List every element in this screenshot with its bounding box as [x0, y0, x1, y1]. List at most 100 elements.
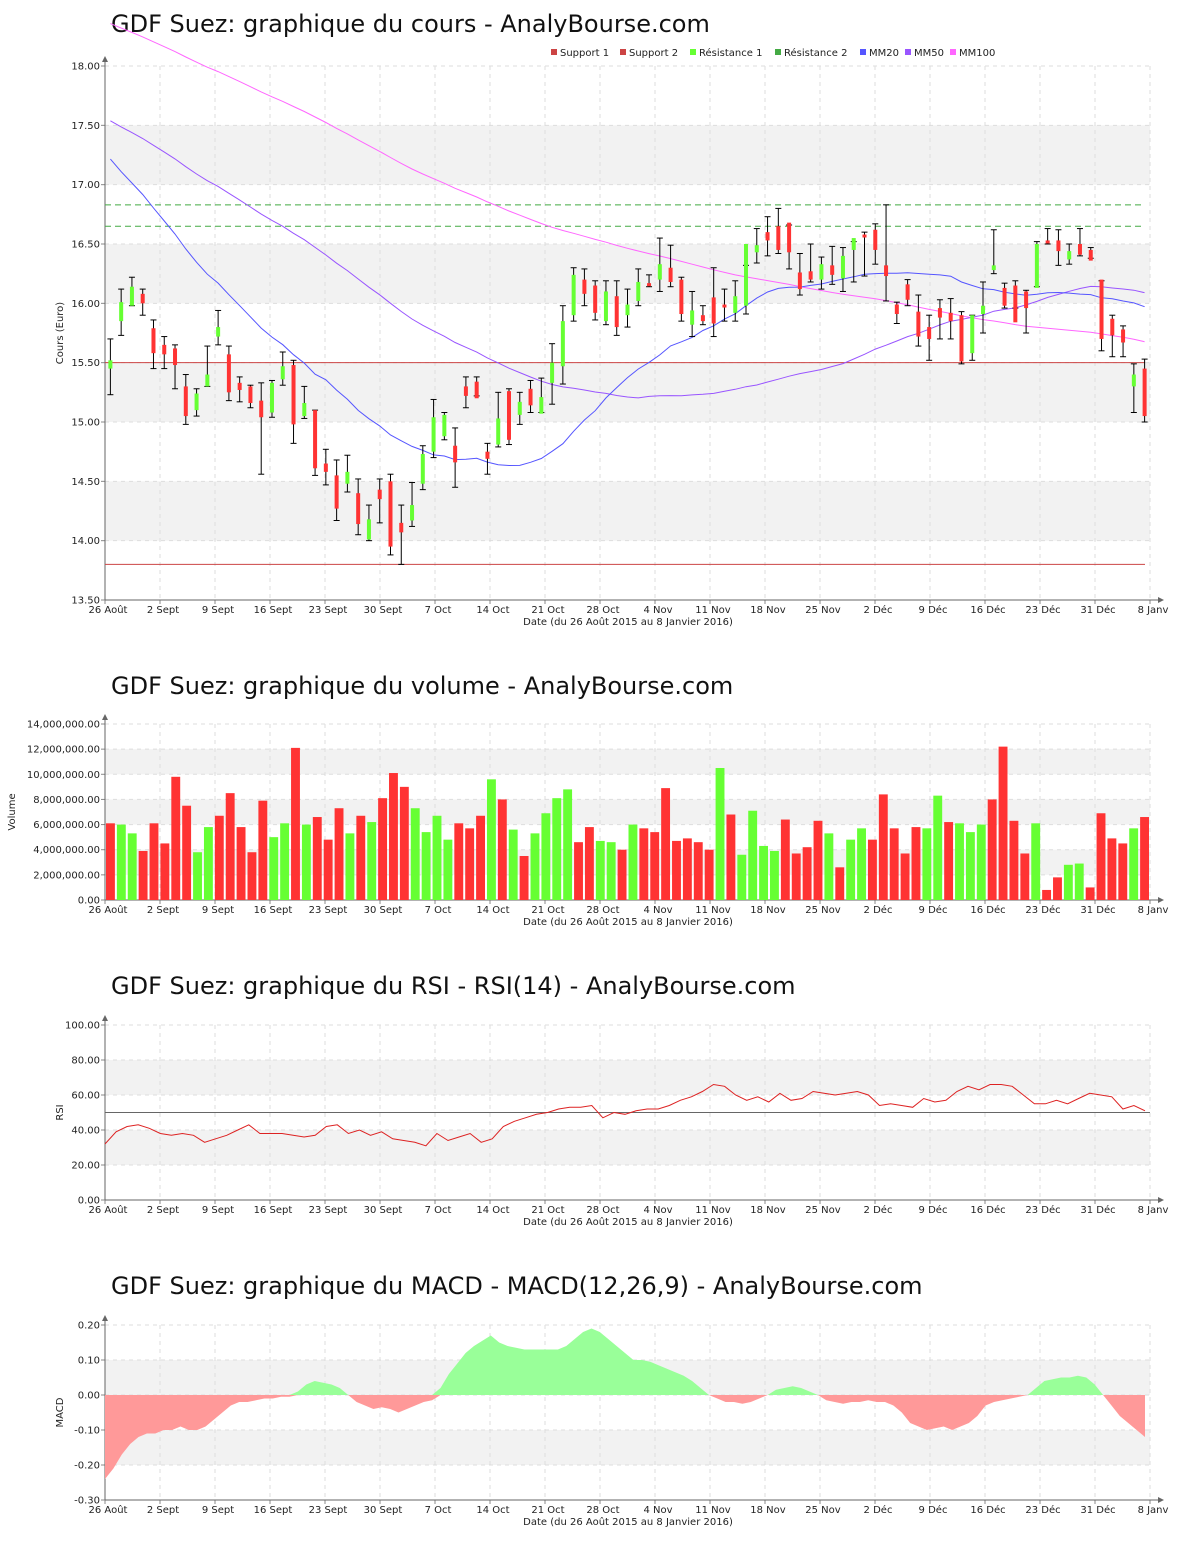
volume-bar	[291, 747, 300, 900]
candle-body	[830, 265, 835, 275]
rsi-xtick-label: 11 Nov	[695, 1205, 731, 1216]
candle-body	[657, 264, 662, 280]
price-ytick-label: 18.00	[71, 62, 100, 73]
candle-body	[399, 522, 404, 533]
candle	[516, 391, 523, 425]
macd-xtick-label: 23 Sept	[309, 1505, 348, 1516]
macd-chart-svg: -0.30 -0.20 -0.10 0.00 0.10 0.20 26 Août 2 Sept…	[55, 1315, 1169, 1528]
candle-body	[1045, 240, 1050, 244]
candle	[947, 298, 954, 340]
volume-chart-title: GDF Suez: graphique du volume - AnalyBou…	[111, 672, 734, 700]
candle-body	[183, 386, 188, 417]
candle-body	[625, 304, 630, 316]
macd-xtick-label: 16 Déc	[970, 1504, 1005, 1516]
volume-bar	[584, 827, 594, 900]
candle	[1001, 282, 1008, 309]
volume-xtick-label: 26 Août	[89, 904, 128, 916]
legend-swatch	[620, 49, 626, 55]
candle	[732, 280, 739, 322]
candle-body	[636, 281, 641, 301]
candle-body	[323, 463, 328, 472]
price-xtick-label: 7 Oct	[425, 605, 452, 616]
candle	[807, 243, 814, 283]
candle	[322, 448, 329, 486]
candle-body	[1013, 285, 1018, 323]
volume-xtick-label: 30 Sept	[364, 905, 403, 916]
volume-bar	[1009, 820, 1019, 900]
candle-body	[517, 401, 522, 415]
candle-body	[334, 475, 339, 509]
legend-label: Résistance 2	[784, 47, 847, 59]
candle	[139, 288, 146, 316]
volume-band	[105, 749, 1150, 775]
candle	[549, 343, 556, 405]
volume-bar	[650, 832, 660, 900]
candle-body	[377, 489, 382, 500]
candle-body	[797, 272, 802, 290]
candle	[182, 374, 189, 425]
rsi-ytick-label: 100.00	[65, 1021, 100, 1032]
volume-bar	[443, 839, 453, 900]
rsi-ytick-label: 20.00	[71, 1161, 100, 1172]
rsi-xtick-label: 2 Déc	[864, 1204, 893, 1216]
volume-bar	[530, 833, 540, 900]
candle	[581, 268, 588, 307]
candle	[495, 391, 502, 448]
volume-bar	[889, 828, 899, 900]
rsi-line	[104, 1083, 1146, 1147]
candle-body	[1088, 249, 1093, 261]
candle-body	[1056, 240, 1061, 252]
volume-bar	[672, 840, 681, 900]
candle-body	[959, 315, 964, 362]
volume-bar	[497, 799, 507, 900]
volume-bar	[944, 822, 954, 900]
price-xtick-label: 30 Sept	[364, 605, 403, 616]
volume-bar	[138, 850, 148, 900]
legend-swatch	[551, 49, 557, 55]
volume-bar	[998, 746, 1008, 900]
volume-xtick-label: 8 Janv	[1138, 905, 1169, 916]
candle	[936, 299, 943, 340]
candle	[387, 473, 394, 556]
rsi-xtick-label: 25 Nov	[805, 1205, 841, 1216]
price-chart-title: GDF Suez: graphique du cours - AnalyBour…	[111, 10, 710, 38]
candle-body	[776, 226, 781, 250]
volume-bar	[1129, 828, 1139, 900]
candle	[258, 382, 265, 475]
candle-body	[463, 386, 468, 396]
candle	[775, 207, 782, 254]
candle	[689, 290, 696, 338]
candle-body	[173, 348, 178, 366]
candle-body	[119, 302, 124, 322]
candle-body	[840, 255, 845, 279]
rsi-xtick-label: 8 Janv	[1138, 1205, 1169, 1216]
candle	[1044, 228, 1051, 245]
macd-xtick-label: 8 Janv	[1138, 1505, 1169, 1516]
candle	[355, 478, 362, 536]
volume-bar	[606, 842, 616, 900]
candle	[829, 245, 836, 285]
volume-xtick-label: 2 Déc	[864, 904, 893, 916]
candle-body	[690, 310, 695, 325]
candle-body	[711, 297, 716, 324]
candle	[441, 412, 448, 441]
volume-bar	[193, 852, 202, 900]
rsi-xtick-label: 7 Oct	[425, 1205, 452, 1216]
candle	[150, 319, 157, 370]
candle-body	[1142, 368, 1147, 417]
price-xtick-label: 18 Nov	[750, 605, 786, 616]
volume-bar	[1053, 877, 1062, 900]
macd-xtick-label: 14 Oct	[476, 1505, 509, 1516]
candle-body	[819, 264, 824, 280]
macd-xtick-label: 21 Oct	[531, 1505, 564, 1516]
candle-body	[765, 232, 770, 241]
rsi-xtick-label: 31 Déc	[1080, 1204, 1115, 1216]
candle	[193, 388, 200, 417]
price-xtick-label: 9 Sept	[202, 605, 234, 616]
candle	[893, 301, 900, 325]
candle	[850, 238, 857, 283]
candle	[161, 336, 168, 370]
rsi-xtick-label: 16 Déc	[970, 1204, 1005, 1216]
candle	[1141, 358, 1148, 423]
rsi-x-axis-arrow	[1158, 1197, 1164, 1203]
